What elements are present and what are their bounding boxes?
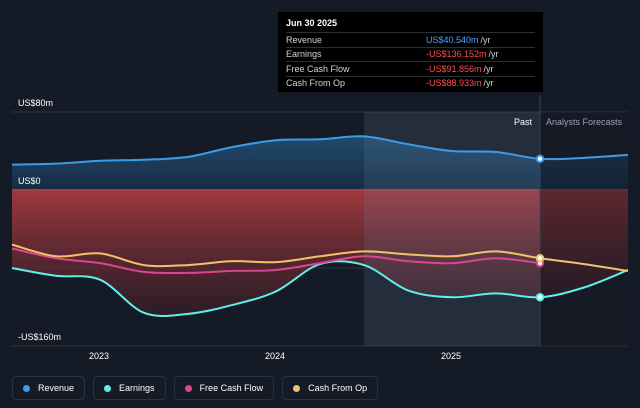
tooltip-date: Jun 30 2025: [286, 18, 338, 28]
y-tick-label: US$0: [18, 176, 41, 186]
legend-label: Free Cash Flow: [199, 383, 264, 393]
tooltip-label: Revenue: [286, 34, 323, 45]
y-tick-label: US$80m: [18, 98, 54, 108]
legend-item-cash-from-op[interactable]: Cash From Op: [282, 376, 379, 400]
earnings-area: [12, 190, 628, 317]
series-line: [11, 135, 629, 166]
area-fills: [12, 112, 628, 346]
tooltip-value: -US$91.856m: [426, 63, 482, 74]
highlight-band: [364, 95, 541, 346]
revenue-area: [12, 136, 628, 190]
past-region-label: Past: [514, 117, 533, 127]
tooltip-value: US$40.540m: [426, 34, 479, 45]
forecast-shade: [540, 112, 628, 346]
series-marker: [535, 254, 545, 263]
tooltip-unit: /yr: [483, 78, 494, 89]
x-tick-label: 2023: [89, 351, 110, 361]
legend-dot-icon: [184, 384, 192, 392]
tooltip: Jun 30 2025 Revenue US$40.540m /yr Earni…: [278, 12, 543, 92]
tooltip-label: Earnings: [286, 49, 322, 60]
x-tick-label: 2025: [441, 351, 462, 361]
tooltip-unit: /yr: [480, 34, 491, 45]
tooltip-row-cash-from-op: Cash From Op -US$88.933m /yr: [286, 75, 535, 91]
x-tick-label: 2024: [265, 351, 286, 361]
tooltip-row-earnings: Earnings -US$136.152m /yr: [286, 46, 535, 62]
legend-label: Cash From Op: [308, 383, 368, 393]
legend-item-earnings[interactable]: Earnings: [93, 376, 166, 400]
chart-area: [11, 95, 629, 347]
legend-label: Earnings: [119, 383, 155, 393]
legend-label: Revenue: [38, 383, 75, 393]
tooltip-unit: /yr: [483, 63, 494, 74]
tooltip-row-free-cash-flow: Free Cash Flow -US$91.856m /yr: [286, 61, 535, 76]
legend-dot-icon: [23, 384, 30, 392]
tooltip-unit: /yr: [488, 49, 499, 60]
series-line: [11, 243, 629, 272]
tooltip-row-revenue: Revenue US$40.540m /yr: [286, 32, 535, 47]
series-marker: [535, 293, 545, 302]
y-tick-label: -US$160m: [18, 332, 62, 342]
series-markers: [535, 154, 545, 302]
legend: Revenue Earnings Free Cash Flow Cash Fro…: [12, 376, 379, 400]
legend-item-revenue[interactable]: Revenue: [12, 376, 86, 400]
legend-dot-icon: [293, 384, 301, 392]
tooltip-value: -US$136.152m: [426, 49, 487, 60]
series-marker: [535, 154, 545, 164]
forecast-region-label: Analysts Forecasts: [546, 117, 623, 127]
highlight-band: [364, 112, 540, 346]
series-lines: [11, 135, 629, 318]
tooltip-value: -US$88.933m: [426, 78, 482, 89]
legend-item-free-cash-flow[interactable]: Free Cash Flow: [173, 376, 275, 400]
series-line: [11, 247, 541, 275]
tooltip-label: Cash From Op: [286, 78, 346, 89]
legend-dot-icon: [104, 384, 112, 392]
tooltip-label: Free Cash Flow: [286, 63, 350, 74]
